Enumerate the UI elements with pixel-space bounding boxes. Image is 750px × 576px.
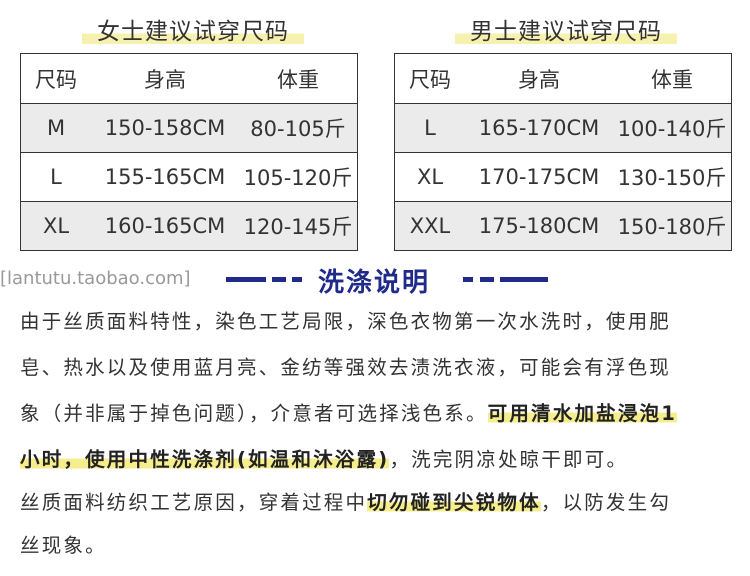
divider-dash: [226, 277, 266, 282]
men-size-title: 男士建议试穿尺码: [455, 16, 677, 48]
cell-weight: 130-150斤: [617, 166, 727, 190]
divider-dash: [272, 277, 286, 282]
header-height: 身高: [518, 67, 560, 92]
header-size: 尺码: [409, 67, 451, 92]
table-row: L 155-165CM 105-120斤: [21, 152, 357, 201]
women-size-table: 尺码 身高 体重 M 150-158CM 80-105斤 L 155-165CM…: [20, 53, 358, 251]
header-size: 尺码: [35, 67, 77, 92]
divider-dash: [292, 277, 302, 282]
washing-title: 洗涤说明: [318, 268, 431, 298]
highlighted-text: 可用清水加盐浸泡1: [487, 402, 678, 425]
text: 皂、热水以及使用蓝月亮、金纺等强效去渍洗衣液，可能会有浮色现: [20, 356, 672, 379]
cell-height: 170-175CM: [478, 165, 600, 189]
table-row: XXL 175-180CM 150-180斤: [395, 201, 731, 250]
washing-text-line: 皂、热水以及使用蓝月亮、金纺等强效去渍洗衣液，可能会有浮色现: [20, 355, 671, 381]
table-row: XL 160-165CM 120-145斤: [21, 201, 357, 250]
divider-dash: [480, 277, 494, 282]
table-row: M 150-158CM 80-105斤: [21, 103, 357, 152]
washing-text-line: 丝现象。: [20, 533, 107, 559]
cell-size: M: [46, 116, 66, 140]
header-weight: 体重: [277, 67, 319, 92]
text: 丝现象。: [20, 534, 107, 557]
cell-height: 155-165CM: [104, 165, 226, 189]
text: ，以防发生勾: [540, 491, 672, 514]
divider-dash: [500, 277, 548, 282]
table-header: 尺码 身高 体重: [21, 54, 357, 103]
washing-section-header: [lantutu.taobao.com] 洗涤说明: [0, 262, 750, 298]
women-size-title: 女士建议试穿尺码: [82, 16, 304, 48]
cell-weight: 120-145斤: [243, 215, 353, 239]
highlighted-text: 小时，使用中性洗涤剂(如温和沐浴露): [20, 448, 390, 471]
cell-size: XL: [416, 165, 444, 189]
washing-text-line: 丝质面料纺织工艺原因，穿着过程中切勿碰到尖锐物体，以防发生勾: [20, 490, 671, 516]
cell-size: XXL: [409, 214, 451, 238]
cell-size: L: [424, 116, 436, 140]
watermark: [lantutu.taobao.com]: [0, 268, 191, 289]
text: 丝质面料纺织工艺原因，穿着过程中: [20, 491, 368, 514]
cell-size: L: [50, 165, 62, 189]
divider-dash: [463, 277, 473, 282]
cell-height: 175-180CM: [478, 214, 600, 238]
header-height: 身高: [144, 67, 186, 92]
washing-text-line: 象（并非属于掉色问题），介意者可选择浅色系。可用清水加盐浸泡1: [20, 401, 678, 427]
cell-weight: 105-120斤: [243, 166, 353, 190]
text: 由于丝质面料特性，染色工艺局限，深色衣物第一次水洗时，使用肥: [20, 310, 672, 333]
cell-height: 165-170CM: [478, 116, 600, 140]
highlighted-text: 切勿碰到尖锐物体: [367, 491, 541, 514]
cell-weight: 100-140斤: [617, 117, 727, 141]
table-row: XL 170-175CM 130-150斤: [395, 152, 731, 201]
washing-text-line: 由于丝质面料特性，染色工艺局限，深色衣物第一次水洗时，使用肥: [20, 309, 671, 335]
cell-height: 150-158CM: [104, 116, 226, 140]
washing-text-line: 小时，使用中性洗涤剂(如温和沐浴露)，洗完阴凉处晾干即可。: [20, 447, 628, 473]
text: ，洗完阴凉处晾干即可。: [389, 448, 629, 471]
table-row: L 165-170CM 100-140斤: [395, 103, 731, 152]
cell-height: 160-165CM: [104, 214, 226, 238]
header-weight: 体重: [651, 67, 693, 92]
cell-weight: 150-180斤: [617, 215, 727, 239]
men-size-table: 尺码 身高 体重 L 165-170CM 100-140斤 XL 170-175…: [394, 53, 732, 251]
table-header: 尺码 身高 体重: [395, 54, 731, 103]
cell-size: XL: [42, 214, 70, 238]
text: 象（并非属于掉色问题），介意者可选择浅色系。: [20, 402, 488, 425]
cell-weight: 80-105斤: [250, 117, 346, 141]
